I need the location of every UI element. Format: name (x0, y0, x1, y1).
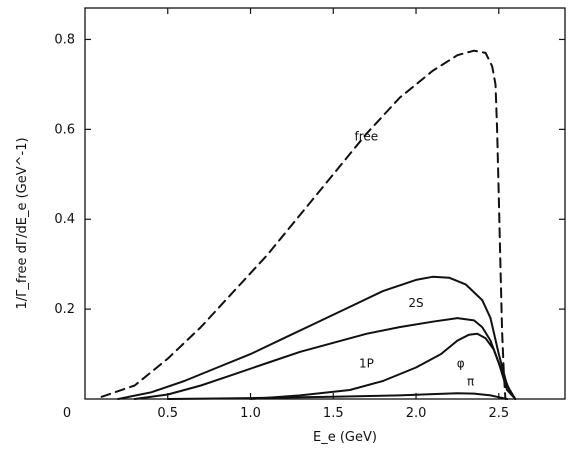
series-line (117, 275, 517, 400)
x-tick-label: 2.5 (488, 406, 509, 421)
y-tick-label: 0.8 (54, 32, 75, 47)
y-tick-label: 0.6 (54, 122, 75, 137)
plot-frame (84, 7, 566, 400)
curve-label: 2S (408, 296, 423, 310)
series-layer (100, 49, 517, 400)
x-tick-label: 0.5 (157, 406, 178, 421)
series-line (100, 49, 507, 400)
y-tick-label: 0.4 (54, 212, 75, 227)
annotation-layer: free 2S 1P φπ (355, 130, 475, 389)
curve-label: φ (457, 357, 465, 371)
plot-area: 0.5 1.0 1.5 2.0 2.5 0 0.2 0.4 0.6 0.8 E_e (GeV) 1/Γ… (15, 7, 566, 445)
series-line (249, 332, 517, 400)
x-tick-label: 1.5 (323, 406, 344, 421)
x-tick-label: 1.0 (240, 406, 261, 421)
x-tick-label: 2.0 (406, 406, 427, 421)
curve-label: π (467, 375, 474, 389)
x-axis-label: E_e (GeV) (313, 430, 377, 445)
y-tick-label: 0.2 (54, 302, 75, 317)
y-axis-label: 1/Γ_free dΓ/dE_e (GeV^-1) (15, 137, 30, 309)
curve-label: free (355, 130, 379, 144)
curve-label: 1P (359, 357, 374, 371)
series-line (166, 392, 509, 400)
origin-label: 0 (63, 406, 71, 421)
